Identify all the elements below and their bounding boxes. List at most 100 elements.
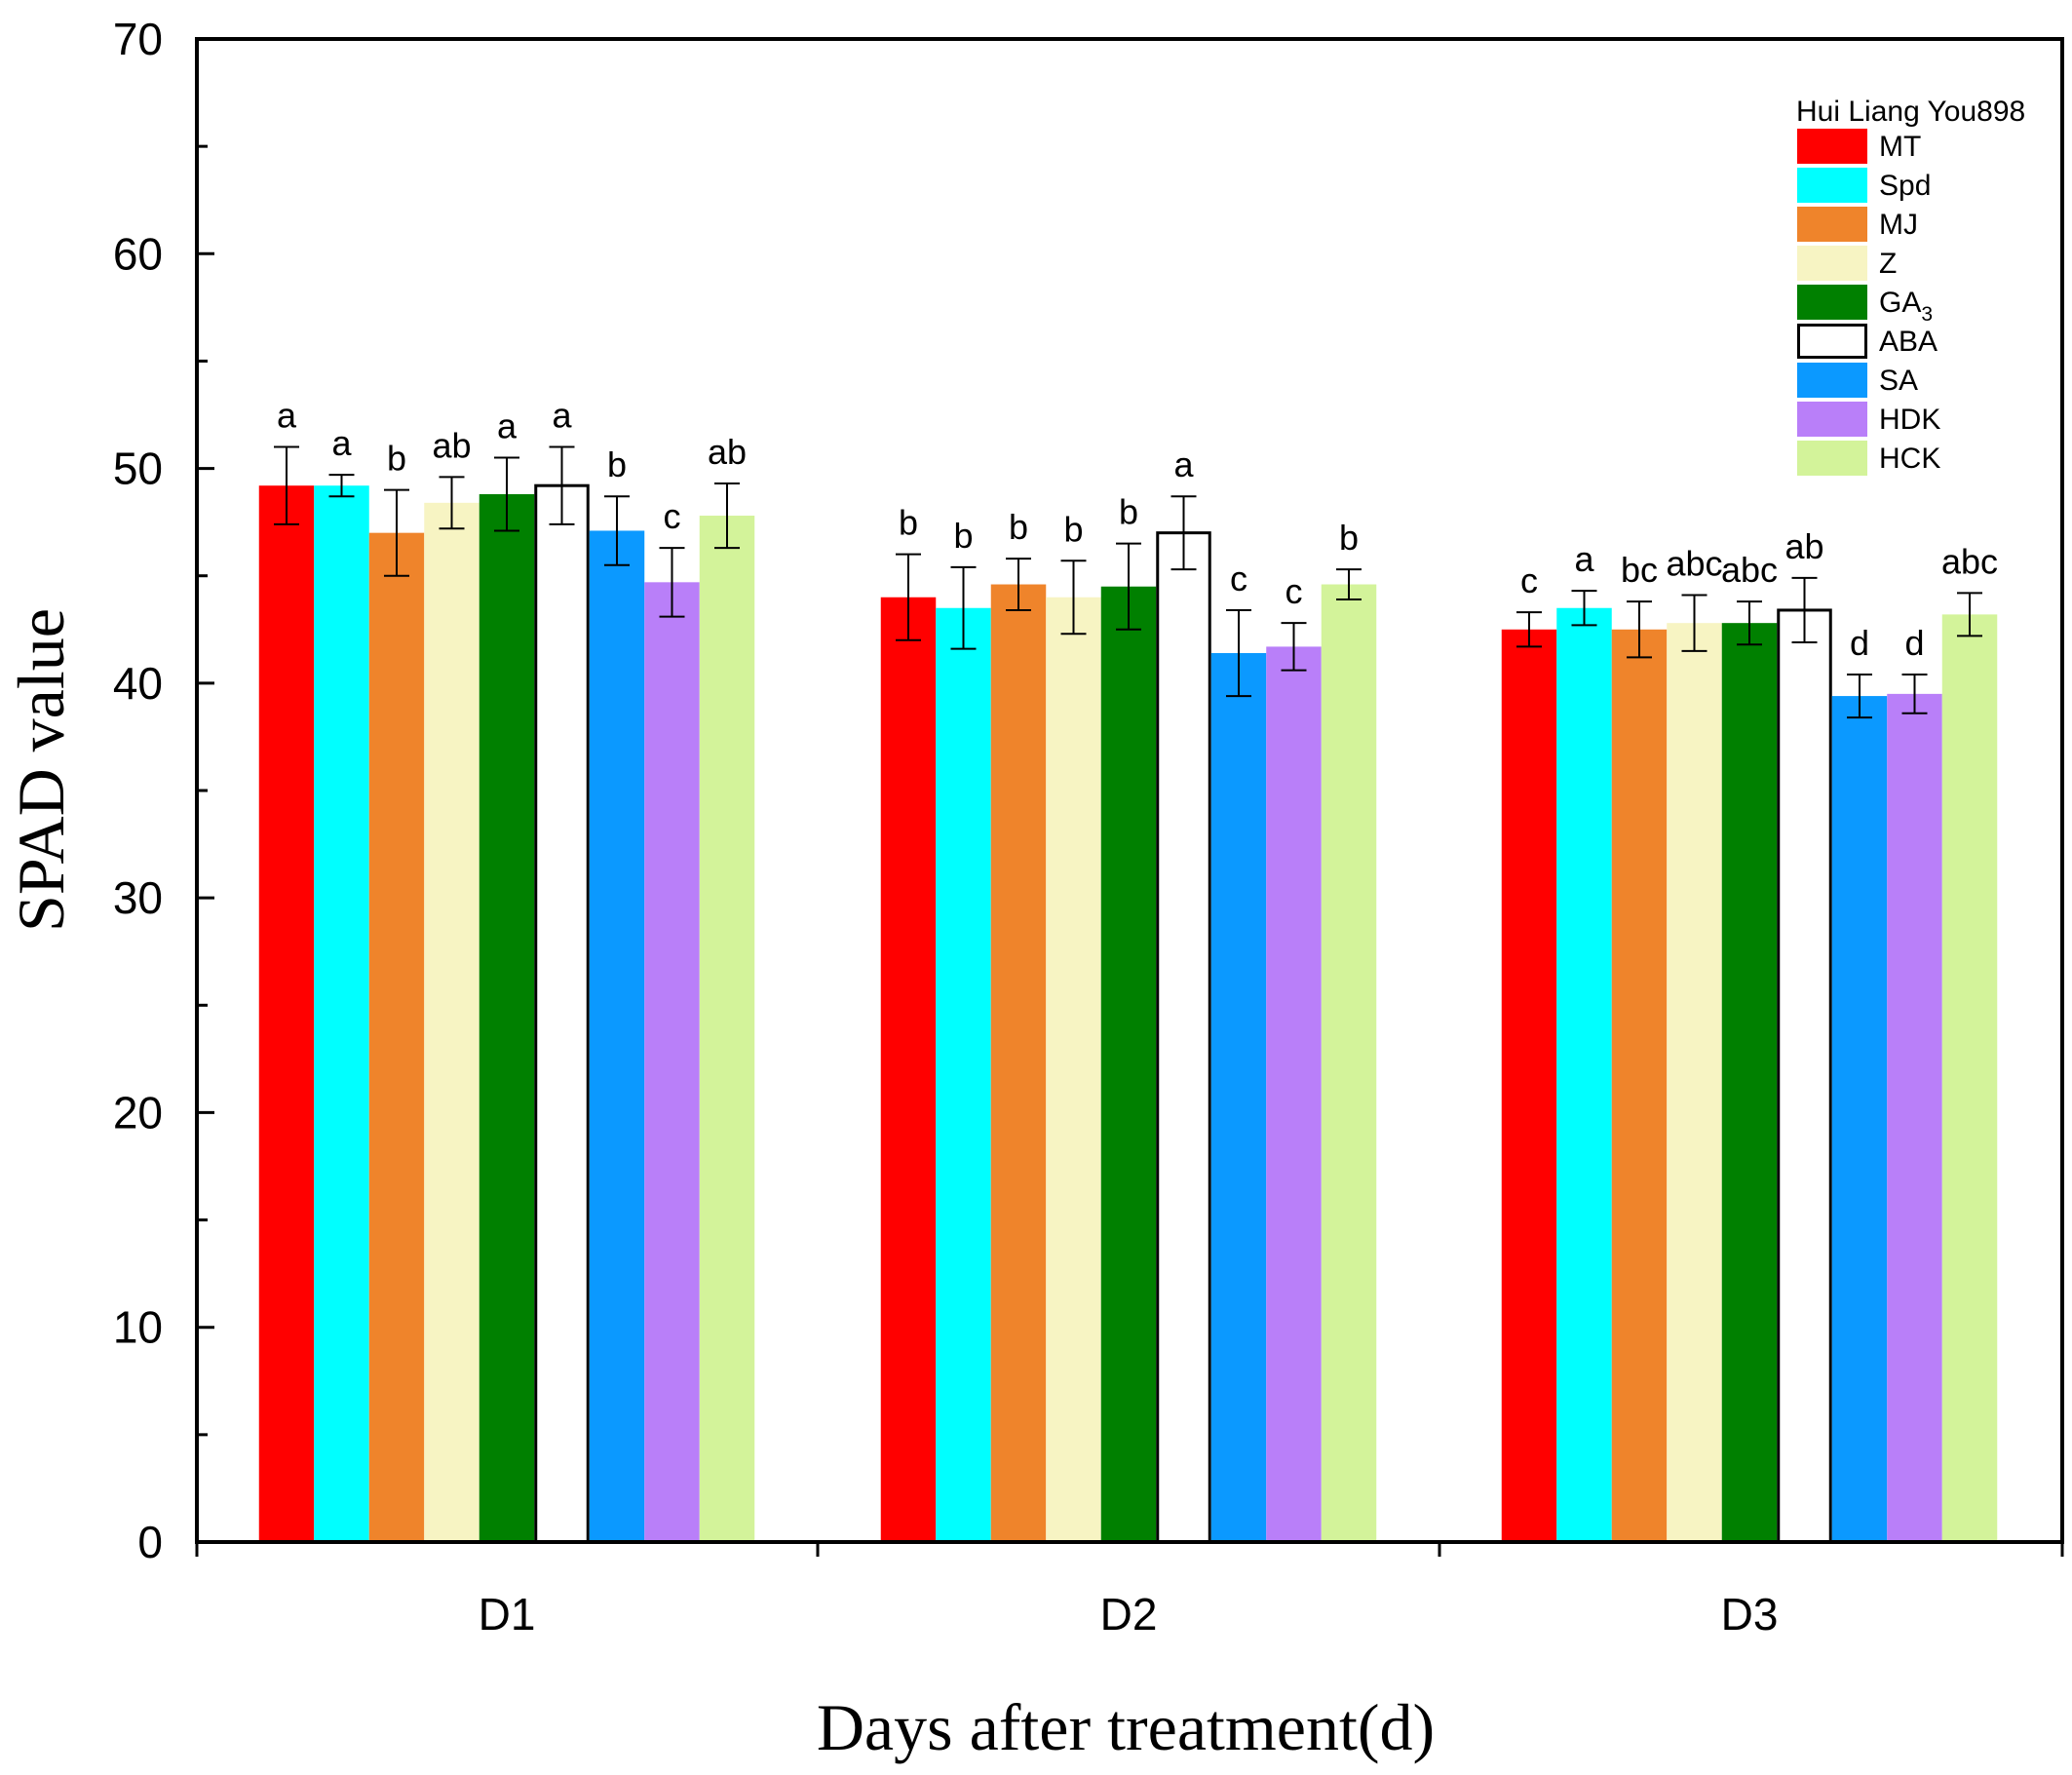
bar-sa-d2	[1210, 653, 1267, 1542]
significance-letter: ab	[432, 425, 471, 465]
bar-hck-d3	[1941, 614, 1998, 1542]
error-bar-mj-d2	[1006, 558, 1031, 611]
legend-label-sa: SA	[1879, 365, 1918, 397]
significance-letter: a	[331, 423, 352, 463]
x-axis-title: Days after treatment(d)	[817, 1690, 1435, 1764]
bar-z-d2	[1046, 597, 1101, 1542]
legend-swatch-hdk	[1797, 402, 1867, 437]
bar-mt-d2	[880, 597, 937, 1542]
legend-swatch-hck	[1797, 441, 1867, 476]
bar-aba-d3	[1777, 608, 1832, 1544]
bar-z-d1	[424, 502, 480, 1542]
legend-label-aba: ABA	[1879, 326, 1938, 358]
error-bar-aba-d3	[1791, 576, 1818, 644]
legend-label-hdk: HDK	[1879, 404, 1940, 436]
bar-hck-d2	[1321, 584, 1377, 1542]
bar-hdk-d1	[644, 582, 700, 1542]
y-tick-label: 50	[113, 444, 163, 494]
error-bar-hdk-d3	[1901, 674, 1928, 714]
significance-letter: b	[1339, 518, 1359, 558]
legend-swatch-z	[1797, 246, 1867, 281]
bar-spd-d3	[1556, 607, 1612, 1542]
error-bar-sa-d1	[604, 495, 630, 566]
legend-label-mj: MJ	[1879, 209, 1918, 241]
bar-mj-d2	[990, 584, 1047, 1542]
error-bar-hck-d1	[714, 482, 740, 550]
x-tick-label: D3	[1721, 1589, 1779, 1640]
error-bar-ga3-d2	[1116, 542, 1141, 631]
significance-letter: c	[1285, 571, 1303, 611]
legend-title: Hui Liang You898	[1796, 96, 2025, 128]
bar-ga3-d2	[1100, 586, 1157, 1542]
error-bar-aba-d1	[549, 445, 575, 525]
bar-sa-d3	[1831, 696, 1888, 1542]
significance-letter: b	[1063, 509, 1083, 549]
significance-letter: a	[1173, 444, 1194, 484]
y-tick-label: 70	[113, 14, 163, 64]
significance-letter: ab	[708, 432, 747, 472]
legend-swatch-mt	[1797, 129, 1867, 164]
error-bar-z-d1	[439, 476, 465, 530]
error-bar-hck-d2	[1336, 568, 1362, 600]
legend-label-ga3: GA3	[1879, 287, 1933, 326]
bar-spd-d2	[936, 607, 991, 1542]
significance-letter: abc	[1721, 550, 1778, 590]
error-bar-mt-d2	[896, 553, 921, 641]
significance-letter: b	[607, 444, 627, 484]
significance-letter: ab	[1784, 526, 1823, 566]
error-bar-hck-d3	[1957, 592, 1982, 637]
bar-ga3-d3	[1721, 623, 1778, 1542]
legend-swatch-ga3	[1797, 285, 1867, 320]
significance-letter: c	[1520, 560, 1538, 600]
significance-letter: c	[664, 496, 681, 536]
legend-swatch-aba	[1797, 324, 1867, 359]
significance-letter: d	[1904, 623, 1924, 663]
error-bar-z-d2	[1060, 560, 1087, 636]
bar-spd-d1	[314, 485, 369, 1542]
legend-swatch-mj	[1797, 207, 1867, 242]
significance-letter: c	[1230, 559, 1247, 598]
significance-letter: abc	[1941, 541, 1998, 581]
error-bar-mt-d1	[274, 445, 299, 525]
error-bar-hdk-d2	[1281, 622, 1307, 672]
bar-hck-d1	[699, 516, 755, 1542]
significance-letter: abc	[1666, 544, 1722, 584]
error-bar-sa-d2	[1226, 608, 1251, 698]
y-tick-label: 10	[113, 1302, 163, 1353]
legend-swatch-sa	[1797, 363, 1867, 398]
significance-letter: a	[1574, 539, 1594, 579]
error-bar-ga3-d3	[1737, 600, 1762, 646]
error-bar-aba-d2	[1170, 495, 1197, 571]
significance-letter: bc	[1621, 550, 1658, 590]
bar-aba-d2	[1156, 531, 1211, 1544]
x-tick-label: D2	[1100, 1589, 1158, 1640]
bar-hdk-d3	[1887, 693, 1942, 1542]
significance-letter: b	[899, 503, 918, 543]
axes-layer: 0 10 20 30 40 50 60 70 D1 D2 D3	[113, 14, 2064, 1640]
legend-label-z: Z	[1879, 248, 1897, 280]
error-bar-mj-d1	[384, 488, 409, 577]
y-axis-title: SPAD value	[4, 608, 78, 932]
bar-ga3-d1	[479, 494, 535, 1542]
y-tick-label: 60	[113, 228, 163, 279]
bar-hdk-d2	[1266, 646, 1322, 1542]
y-tick-label: 30	[113, 872, 163, 923]
error-bar-sa-d3	[1847, 674, 1872, 719]
bar-mt-d3	[1501, 629, 1557, 1542]
y-tick-label: 0	[137, 1517, 163, 1567]
bar-aba-d1	[534, 483, 590, 1544]
error-bar-mt-d3	[1516, 611, 1542, 648]
error-bars-layer	[274, 445, 1982, 719]
bar-mj-d3	[1611, 629, 1668, 1542]
error-bar-spd-d3	[1571, 590, 1597, 627]
legend-label-mt: MT	[1879, 131, 1921, 163]
legend-label-hck: HCK	[1879, 443, 1940, 475]
significance-letter: b	[387, 439, 406, 479]
bar-mt-d1	[258, 485, 315, 1542]
error-bar-spd-d1	[328, 474, 355, 498]
error-bar-z-d3	[1681, 594, 1707, 652]
significance-letter: d	[1850, 623, 1869, 663]
